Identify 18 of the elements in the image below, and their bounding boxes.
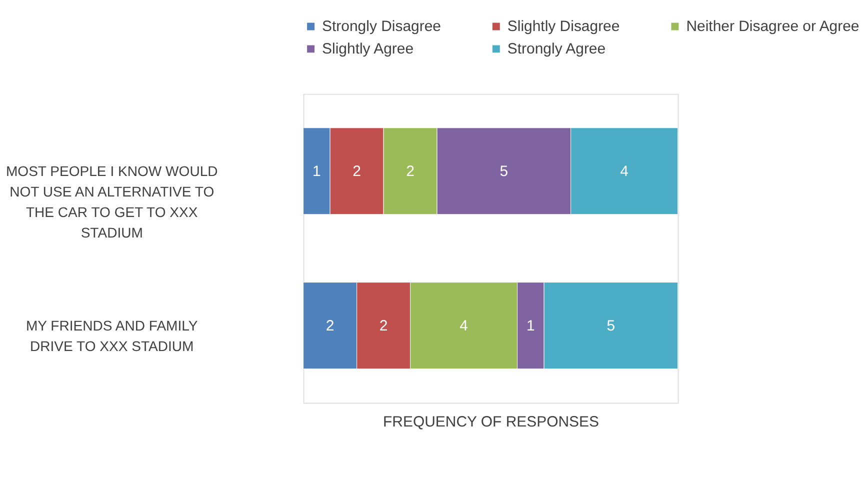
data-label: 2 [352, 162, 361, 180]
data-label: 2 [326, 317, 334, 334]
data-label: 1 [526, 317, 535, 334]
legend-label: Neither Disagree or Agree [686, 18, 860, 36]
data-label: 2 [379, 317, 388, 334]
y-tick-label: MOST PEOPLE I KNOW WOULD NOT USE AN ALTERNATIVE TO THE CAR TO GET TO XXX STADIUM [6, 162, 218, 241]
data-label: 4 [460, 317, 468, 334]
data-label: 5 [500, 162, 508, 180]
legend-label: Slightly Disagree [507, 18, 620, 36]
y-tick-label: MY FRIENDS AND FAMILY DRIVE TO XXX STADIUM [26, 317, 198, 354]
legend-label: Strongly Disagree [322, 18, 442, 36]
data-label: 4 [620, 162, 628, 180]
legend-label: Strongly Agree [507, 40, 606, 58]
data-label: 1 [312, 162, 321, 180]
data-label: 2 [406, 162, 414, 180]
x-axis-title: FREQUENCY OF RESPONSES [383, 414, 600, 431]
data-label: 5 [606, 317, 616, 334]
legend-label: Slightly Agree [322, 40, 414, 58]
